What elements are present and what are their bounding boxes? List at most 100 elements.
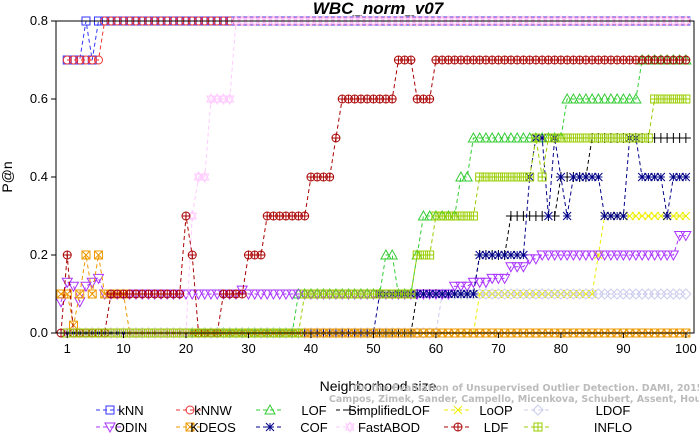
data-point xyxy=(448,281,461,293)
legend-item-ldf: LDF xyxy=(444,420,508,434)
legend-label: KDEOS xyxy=(190,420,236,434)
data-point xyxy=(606,14,616,28)
data-point xyxy=(387,94,397,104)
data-point xyxy=(674,14,685,28)
data-point xyxy=(543,14,554,28)
data-point xyxy=(656,172,666,182)
data-point xyxy=(55,297,67,308)
y-axis-label: P@n xyxy=(0,161,15,192)
data-point xyxy=(381,14,391,28)
data-point xyxy=(617,92,630,104)
data-point xyxy=(580,250,592,262)
legend-marker xyxy=(265,422,275,432)
legend-item-odin: ODIN xyxy=(96,420,147,434)
data-point xyxy=(611,92,623,104)
data-point xyxy=(562,211,572,221)
legend-marker xyxy=(533,422,543,432)
data-point xyxy=(80,281,92,293)
data-point xyxy=(205,289,217,301)
data-point xyxy=(492,131,505,143)
data-point xyxy=(249,14,260,28)
series-loop xyxy=(62,211,691,338)
data-point xyxy=(406,289,416,299)
series-simplifiedlof xyxy=(62,133,691,338)
data-point xyxy=(681,94,691,104)
data-point xyxy=(192,289,205,301)
data-point xyxy=(462,14,472,28)
legend-marker xyxy=(345,420,355,434)
legend-label: SimplifiedLOF xyxy=(348,403,430,418)
data-point xyxy=(293,14,304,28)
data-point xyxy=(424,14,435,28)
series-line xyxy=(67,137,686,334)
legend-label: LOF xyxy=(301,403,326,418)
data-point xyxy=(617,250,630,262)
data-point xyxy=(92,273,105,285)
legend-marker xyxy=(453,405,463,415)
data-point xyxy=(481,14,491,28)
data-point xyxy=(586,92,598,104)
data-point xyxy=(680,288,692,300)
legend-item-loop: LoOP xyxy=(444,403,513,418)
data-point xyxy=(187,250,197,260)
data-point xyxy=(631,211,641,221)
data-point xyxy=(517,131,530,143)
data-point xyxy=(198,289,211,301)
data-point xyxy=(499,14,510,28)
data-point xyxy=(581,172,591,182)
data-point xyxy=(587,14,597,28)
legend-label: COF xyxy=(300,420,328,434)
data-point xyxy=(312,14,323,28)
data-point xyxy=(618,14,629,28)
data-point xyxy=(274,14,285,28)
series-line xyxy=(67,20,686,61)
series-cof xyxy=(62,133,691,338)
data-point xyxy=(542,250,555,262)
data-point xyxy=(650,211,659,221)
y-tick-label: 0.8 xyxy=(30,13,48,28)
data-point xyxy=(642,250,655,262)
data-point xyxy=(81,250,91,260)
data-point xyxy=(592,92,605,104)
data-point xyxy=(261,289,274,301)
data-point xyxy=(531,133,541,143)
data-point xyxy=(530,254,542,265)
data-point xyxy=(287,14,298,28)
data-point xyxy=(643,133,653,143)
legend-marker xyxy=(264,403,276,415)
data-point xyxy=(467,277,480,289)
x-axis-label: Neighborhood size xyxy=(320,378,437,394)
data-point xyxy=(524,14,535,28)
data-point xyxy=(349,14,360,28)
data-point xyxy=(655,250,667,262)
data-point xyxy=(425,94,435,104)
data-point xyxy=(561,92,573,104)
data-point xyxy=(623,250,636,262)
legend-marker xyxy=(453,422,463,432)
data-point xyxy=(412,14,422,28)
data-point xyxy=(93,55,103,65)
data-point xyxy=(87,289,97,299)
data-point xyxy=(630,250,642,262)
data-point xyxy=(461,281,474,293)
data-point xyxy=(623,92,636,104)
data-point xyxy=(656,14,666,28)
data-point xyxy=(631,14,641,28)
data-point xyxy=(374,14,385,28)
data-point xyxy=(218,92,229,106)
data-point xyxy=(537,172,547,182)
data-point xyxy=(325,172,335,182)
data-point xyxy=(567,250,580,262)
data-point xyxy=(656,211,666,221)
data-point xyxy=(75,55,85,65)
data-point xyxy=(331,133,341,143)
data-point xyxy=(575,172,585,182)
data-point xyxy=(68,55,78,65)
legend-label: LDF xyxy=(484,420,509,434)
data-point xyxy=(531,14,541,28)
data-point xyxy=(492,273,505,285)
data-point xyxy=(237,14,248,28)
data-point xyxy=(625,211,634,221)
data-point xyxy=(667,250,680,262)
data-point xyxy=(486,131,499,143)
